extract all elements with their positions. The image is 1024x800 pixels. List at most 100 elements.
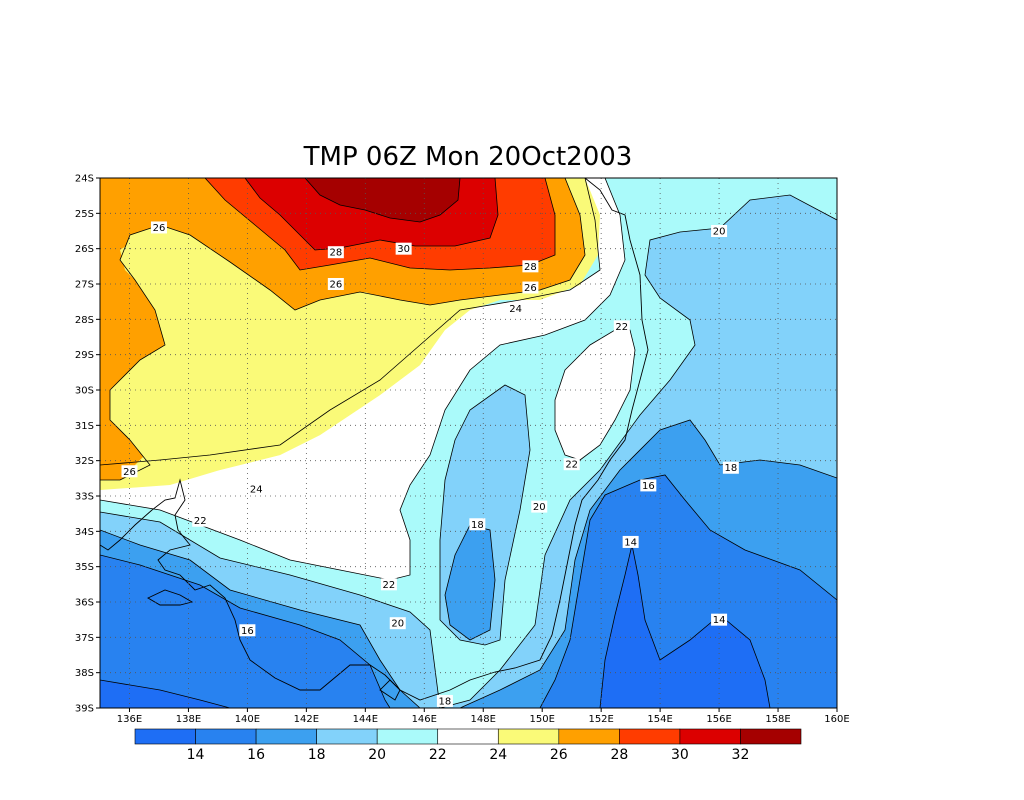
contour-label: 14	[622, 535, 639, 548]
contour-label: 26	[327, 278, 344, 291]
contour-label-bg	[622, 535, 639, 548]
y-tick-label: 24S	[75, 174, 94, 185]
colorbar-swatch	[316, 728, 378, 745]
contour-label-bg	[640, 479, 657, 492]
band-26-28-interior	[115, 230, 460, 480]
contour-label-text: 30	[397, 244, 410, 255]
colorbar: 14 16 18 20 22 24 26 28 30 32	[134, 728, 802, 763]
contour-label-text: 26	[123, 467, 136, 478]
contour-label: 20	[711, 225, 728, 238]
y-tick-label: 27S	[75, 280, 94, 291]
contour-label: 14	[711, 613, 728, 626]
contour-label-text: 24	[509, 304, 522, 315]
contour-label: 24	[507, 302, 524, 315]
coastline	[100, 178, 649, 701]
contour-label: 26	[150, 221, 167, 234]
band-34-plus	[305, 178, 460, 222]
colorbar-swatch	[437, 728, 499, 745]
y-tick-label: 28S	[75, 315, 94, 326]
x-axis-ticks: 136E 138E 140E 142E 144E 146E 148E 150E 152E 154E…	[117, 708, 850, 725]
contour-label-bg	[192, 514, 209, 527]
contour-label: 22	[613, 320, 630, 333]
contour-label-text: 24	[250, 484, 263, 495]
band-14-16-east	[600, 545, 770, 708]
contour-label-bg	[248, 482, 265, 495]
contour-label-bg	[507, 302, 524, 315]
colorbar-swatch	[255, 728, 317, 745]
grid-lines	[100, 178, 837, 708]
x-tick-label: 152E	[588, 714, 613, 725]
contour-label: 22	[192, 514, 209, 527]
contour-label: 20	[531, 500, 548, 513]
contour-label: 24	[248, 482, 265, 495]
contour-label: 18	[722, 461, 739, 474]
contour-label: 22	[563, 458, 580, 471]
y-tick-label: 31S	[75, 421, 94, 432]
contour-label-text: 16	[642, 481, 655, 492]
y-tick-label: 25S	[75, 209, 94, 220]
band-22-24-island	[555, 330, 635, 460]
contour-label-text: 26	[524, 283, 537, 294]
x-tick-label: 158E	[765, 714, 790, 725]
contour-label-text: 14	[624, 537, 637, 548]
contour-label-bg	[711, 613, 728, 626]
x-tick-label: 136E	[117, 714, 142, 725]
contour-label-bg	[395, 242, 412, 255]
contour-label-bg	[389, 617, 406, 630]
contour-label-bg	[531, 500, 548, 513]
contour-label: 20	[389, 617, 406, 630]
contour-label-bg	[436, 694, 453, 707]
contour-label-text: 14	[713, 615, 726, 626]
contour-label: 30	[395, 242, 412, 255]
contour-label-bg	[239, 624, 256, 637]
colorbar-label: 22	[429, 747, 447, 763]
x-tick-label: 140E	[235, 714, 260, 725]
contour-label-bg	[121, 465, 138, 478]
contour-label: 16	[640, 479, 657, 492]
colorbar-label: 20	[368, 747, 386, 763]
contour-label-text: 22	[565, 460, 578, 471]
contour-label-text: 22	[383, 580, 396, 591]
contour-label: 26	[522, 281, 539, 294]
y-tick-label: 32S	[75, 456, 94, 467]
y-tick-label: 37S	[75, 633, 94, 644]
colorbar-swatch	[558, 728, 620, 745]
contour-label-text: 18	[439, 696, 452, 707]
y-tick-label: 26S	[75, 244, 94, 255]
contour-label-text: 20	[533, 502, 546, 513]
temperature-field	[100, 178, 837, 708]
plot-frame	[99, 177, 838, 709]
colorbar-label: 24	[489, 747, 507, 763]
contour-label-text: 26	[153, 223, 166, 234]
x-tick-label: 138E	[176, 714, 201, 725]
contour-label-bg	[522, 260, 539, 273]
colorbar-swatch	[619, 728, 681, 745]
contour-label-bg	[327, 278, 344, 290]
contour-label-text: 28	[329, 248, 342, 259]
y-tick-label: 38S	[75, 668, 94, 679]
colorbar-swatch	[497, 728, 560, 745]
contour-label-text: 22	[194, 516, 207, 527]
contour-label-bg	[150, 221, 167, 234]
colorbar-swatch	[679, 728, 741, 745]
contour-label-text: 28	[524, 262, 537, 273]
x-tick-label: 150E	[529, 714, 554, 725]
contour-label-bg	[711, 225, 728, 237]
y-tick-label: 36S	[75, 598, 94, 609]
contour-label-text: 20	[391, 619, 404, 630]
colorbar-label: 26	[550, 747, 568, 763]
contour-label: 28	[327, 246, 344, 259]
contour-label-text: 16	[241, 626, 254, 637]
contour-label: 28	[522, 260, 539, 273]
y-tick-label: 30S	[75, 386, 94, 397]
y-tick-label: 39S	[75, 704, 94, 715]
colorbar-label: 14	[187, 747, 205, 763]
colorbar-swatch	[376, 728, 439, 745]
contour-label-bg	[469, 518, 486, 531]
contour-label-bg	[613, 320, 630, 333]
y-tick-label: 34S	[75, 527, 94, 538]
band-24-26	[100, 178, 625, 580]
contour-label-bg	[563, 458, 580, 471]
